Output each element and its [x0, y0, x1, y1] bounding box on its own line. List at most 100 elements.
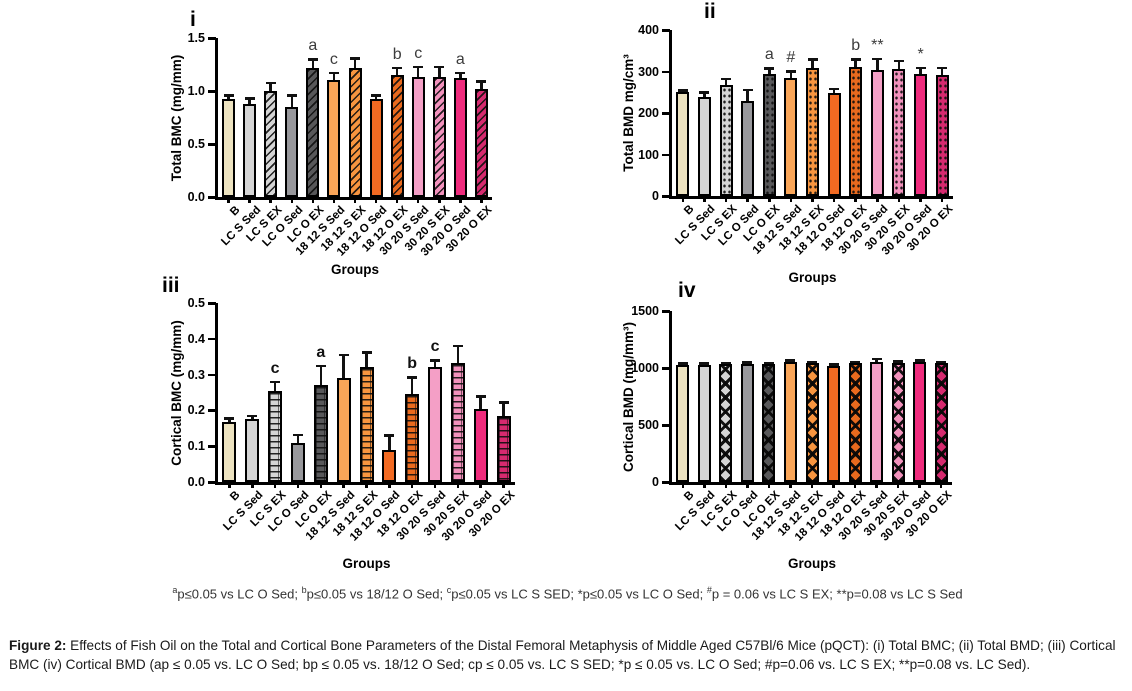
error-bar-ii — [876, 58, 879, 70]
bar-i-b — [222, 99, 236, 197]
error-bar-i — [480, 81, 483, 89]
bar-i-18-12-s-sed — [327, 80, 341, 197]
error-bar-cap-ii — [699, 91, 710, 94]
x-tick-iii — [273, 482, 277, 488]
error-bar-iii — [479, 396, 482, 409]
error-bar-cap-i — [434, 65, 445, 69]
y-tick-iii — [208, 373, 216, 377]
error-bar-iii — [319, 365, 323, 385]
bar-iv-18-12-s-sed — [783, 361, 797, 482]
error-bar-ii — [811, 59, 814, 69]
plot-area-iii — [215, 303, 515, 485]
y-tick-label-ii: 300 — [638, 64, 659, 79]
error-bar-cap-ii — [915, 66, 926, 70]
figure-caption-label: Figure 2: — [9, 638, 67, 653]
bar-iii-30-20-o-sed — [473, 408, 488, 482]
error-bar-cap-ii — [677, 89, 688, 92]
error-bar-iii — [388, 435, 391, 450]
error-bar-i — [311, 59, 315, 68]
x-tick-iii — [365, 482, 368, 488]
bar-iv-30-20-o-sed — [913, 361, 927, 482]
y-tick-label-i: 1.5 — [187, 31, 205, 45]
x-tick-iii — [251, 482, 254, 488]
bar-iii-lc-s-ex — [268, 390, 283, 482]
x-tick-i — [269, 197, 272, 203]
error-bar-cap-iv — [720, 361, 731, 365]
bar-ii-lc-s-sed — [697, 97, 711, 196]
error-bar-iii — [296, 434, 300, 443]
footnote-text: p≤0.05 vs LC S SED; *p≤0.05 vs LC O Sed; — [451, 586, 707, 602]
y-tick-iii — [208, 409, 216, 412]
error-bar-cap-i — [265, 81, 276, 85]
y-tick-label-ii: 200 — [638, 106, 659, 120]
y-tick-label-iii: 0.3 — [187, 367, 205, 382]
error-bar-iii — [456, 345, 460, 364]
bar-ii-30-20-o-sed — [914, 73, 928, 196]
annotation-ii-18-12-s-sed: # — [786, 49, 796, 67]
x-tick-iv — [853, 482, 857, 488]
x-tick-iii — [228, 482, 231, 488]
x-tick-i — [290, 197, 294, 203]
x-tick-ii — [789, 196, 793, 202]
x-axis-title-iii: Groups — [342, 556, 391, 571]
bar-iv-lc-o-sed — [740, 363, 754, 482]
error-bar-i — [332, 72, 336, 81]
error-bar-cap-iv — [828, 363, 839, 366]
footnote-marker: # — [706, 585, 712, 595]
y-tick-label-iv: 500 — [638, 418, 659, 432]
bar-ii-18-12-o-ex — [849, 66, 863, 196]
x-tick-iv — [724, 482, 728, 488]
error-bar-cap-iv — [763, 361, 774, 365]
bar-iv-30-20-s-sed — [870, 361, 884, 482]
bar-ii-lc-s-ex — [719, 85, 733, 196]
error-bar-ii — [940, 67, 944, 75]
error-bar-i — [353, 58, 357, 68]
y-tick-iii — [208, 445, 216, 448]
bar-i-30-20-s-ex — [432, 77, 446, 197]
bar-iv-30-20-s-ex — [891, 362, 905, 482]
plot-area-ii — [669, 30, 953, 199]
x-axis-title-iv: Groups — [787, 556, 836, 571]
x-axis-title-ii: Groups — [788, 270, 837, 285]
panel-label-i: i — [190, 8, 196, 31]
x-tick-iii — [319, 482, 323, 488]
y-tick-label-iii: 0.5 — [187, 296, 205, 310]
bar-iii-lc-o-sed — [290, 442, 305, 482]
y-tick-label-ii: 400 — [638, 23, 659, 37]
bar-iv-18-12-o-ex — [848, 362, 862, 482]
error-bar-cap-i — [350, 57, 360, 60]
error-bar-cap-iv — [936, 361, 947, 364]
bar-iv-30-20-o-ex — [934, 363, 948, 482]
x-tick-iv — [875, 482, 878, 488]
error-bar-iii — [365, 352, 368, 368]
x-tick-i — [311, 197, 315, 203]
bar-i-lc-s-sed — [243, 103, 257, 197]
panel-label-iv: iv — [678, 279, 696, 302]
error-bar-cap-ii — [937, 66, 948, 70]
x-tick-ii — [724, 196, 728, 202]
error-bar-cap-ii — [742, 88, 753, 92]
y-axis-label-ii: Total BMD mg/cm³ — [621, 54, 636, 172]
x-tick-iv — [832, 482, 835, 488]
bar-ii-18-12-s-sed — [784, 78, 798, 196]
x-tick-iv — [703, 482, 706, 488]
figure-caption: Figure 2: Effects of Fish Oil on the Tot… — [9, 636, 1123, 675]
error-bar-cap-iii — [384, 434, 395, 437]
y-tick-label-iii: 0.1 — [187, 439, 205, 454]
y-tick-iv — [662, 367, 670, 370]
error-bar-cap-iv — [785, 359, 796, 362]
bar-iv-lc-o-ex — [762, 364, 776, 482]
y-tick-ii — [662, 153, 670, 156]
x-tick-i — [395, 197, 399, 203]
annotation-ii-lc-o-ex: a — [764, 46, 774, 64]
x-tick-iv — [896, 482, 900, 488]
x-tick-i — [480, 197, 483, 203]
y-tick-iii — [208, 302, 216, 305]
annotation-i-30-20-o-sed: a — [455, 50, 465, 68]
error-bar-iii — [410, 377, 414, 394]
bar-i-lc-o-ex — [306, 67, 320, 197]
error-bar-cap-i — [307, 58, 318, 61]
annotation-ii-30-20-o-sed: * — [917, 45, 924, 63]
annotation-iii-lc-o-ex: a — [316, 343, 326, 361]
y-tick-label-iv: 1500 — [631, 304, 659, 318]
